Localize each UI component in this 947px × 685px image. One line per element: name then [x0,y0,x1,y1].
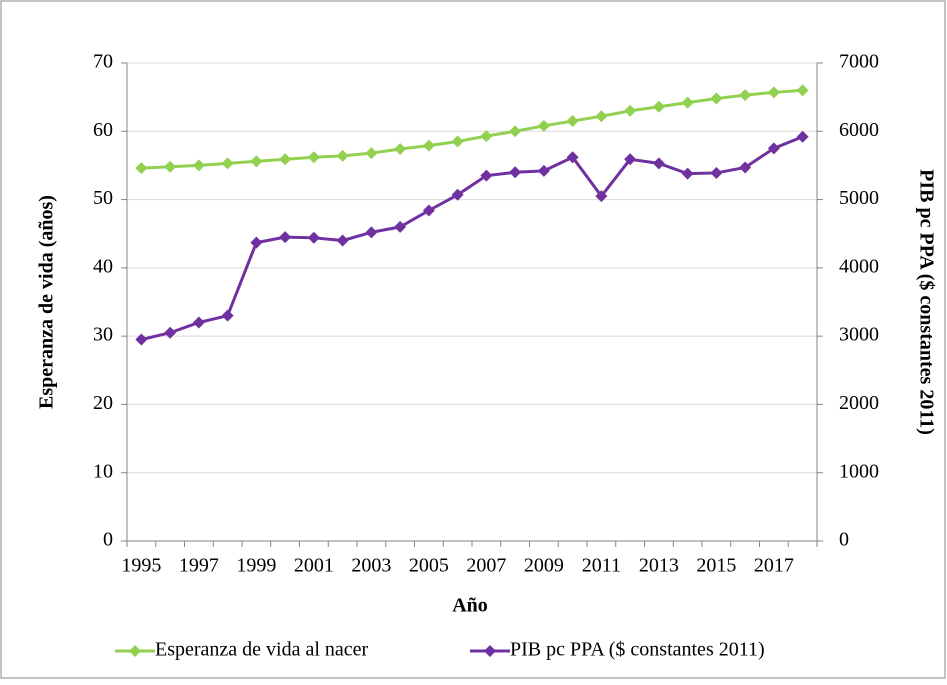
point [250,236,263,249]
point [135,162,148,175]
x-tick-label: 2007 [466,555,506,577]
y-tick-label: 60 [93,119,113,141]
x-tick-label: 2001 [294,555,334,577]
point [221,309,234,322]
y2-tick-label: 5000 [839,187,879,209]
point [624,104,637,117]
x-tick-label: 1997 [179,555,219,577]
point [509,166,522,179]
point [221,157,234,170]
point [710,92,723,105]
y2-tick-label: 6000 [839,119,879,141]
point [710,166,723,179]
y-tick-label: 50 [93,187,113,209]
point [566,115,579,128]
point [192,159,205,172]
legend-marker [129,645,141,657]
point [595,110,608,123]
point [365,226,378,239]
legend-label: PIB pc PPA ($ constantes 2011) [510,639,765,661]
point [336,149,349,162]
y-tick-label: 30 [93,324,113,346]
point [279,153,292,166]
point [192,316,205,329]
y-tick-label: 20 [93,392,113,414]
point [796,130,809,143]
point [652,157,665,170]
x-tick-label: 2013 [639,555,679,577]
y2-tick-label: 3000 [839,324,879,346]
y2-tick-label: 4000 [839,255,879,277]
y2-axis-title: PIB pc PPA ($ constantes 2011) [915,169,937,435]
point [451,188,464,201]
point [279,231,292,244]
point [681,96,694,109]
x-tick-label: 2003 [351,555,391,577]
point [135,333,148,346]
y-tick-label: 40 [93,255,113,277]
point [537,119,550,132]
x-tick-label: 2009 [524,555,564,577]
point [451,135,464,148]
point [365,147,378,160]
point [796,84,809,97]
x-tick-label: 1995 [121,555,161,577]
point [739,161,752,174]
point [480,130,493,143]
point [422,204,435,217]
point [164,326,177,339]
y-tick-label: 0 [103,529,113,551]
point [652,100,665,113]
point [164,160,177,173]
point [250,155,263,168]
point [767,142,780,155]
y-tick-label: 10 [93,460,113,482]
x-axis-title: Año [452,595,488,617]
x-tick-label: 2015 [696,555,736,577]
y2-tick-label: 2000 [839,392,879,414]
y2-tick-label: 7000 [839,51,879,73]
point [336,234,349,247]
point [767,86,780,99]
point [394,143,407,156]
y-axis-title: Esperanza de vida (años) [36,195,58,409]
x-tick-label: 2011 [582,555,621,577]
point [307,151,320,164]
point [394,220,407,233]
point [537,164,550,177]
point [422,139,435,152]
point [480,169,493,182]
legend-label: Esperanza de vida al nacer [155,639,369,661]
x-tick-label: 1999 [236,555,276,577]
point [681,167,694,180]
y-tick-label: 70 [93,51,113,73]
y2-tick-label: 1000 [839,460,879,482]
x-tick-label: 2005 [409,555,449,577]
x-tick-label: 2017 [754,555,794,577]
point [624,153,637,166]
y2-tick-label: 0 [839,529,849,551]
point [307,231,320,244]
point [595,190,608,203]
point [509,125,522,138]
point [566,151,579,164]
legend-marker [484,645,496,657]
point [739,89,752,102]
